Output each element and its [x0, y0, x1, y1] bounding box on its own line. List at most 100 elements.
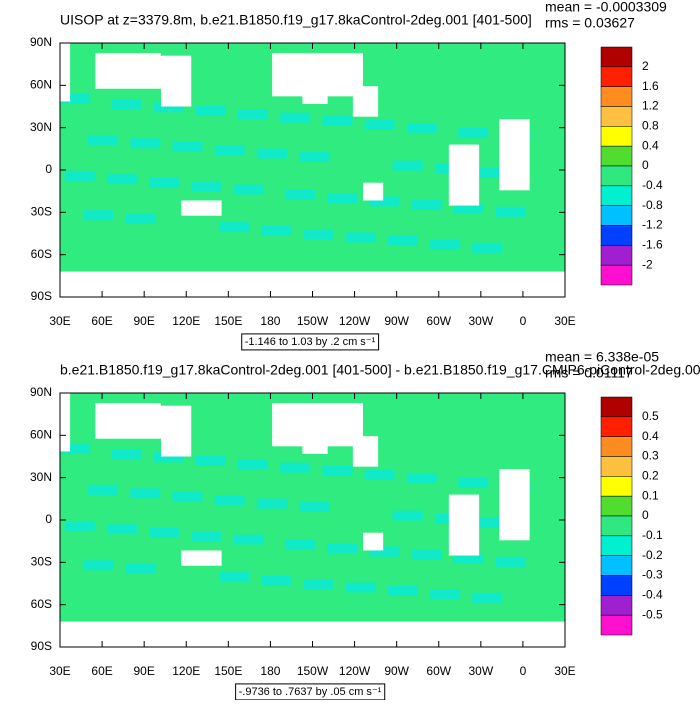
field-patch [458, 128, 489, 139]
land-mask [60, 393, 71, 452]
colorbar-box [600, 106, 633, 127]
field-patch [322, 466, 353, 477]
colorbar-label: -1.6 [642, 238, 663, 252]
colorbar-box [600, 86, 633, 107]
colorbar-box [600, 595, 633, 616]
colorbar-label: 0.3 [642, 449, 659, 463]
field-patch [369, 546, 400, 557]
lat-label: 30N [30, 470, 52, 484]
field-patch [411, 199, 442, 210]
field-patch [214, 145, 245, 156]
land-mask [448, 494, 480, 556]
field-patch [111, 98, 142, 109]
lon-label: 60E [91, 664, 112, 678]
field-patch [149, 527, 180, 538]
field-patch [345, 582, 376, 593]
field-patch [298, 152, 329, 163]
field-patch [411, 549, 442, 560]
field-patch [219, 222, 250, 233]
lon-label: 120W [339, 314, 371, 328]
colorbar-box [600, 205, 633, 226]
lon-label: 0 [520, 664, 527, 678]
colorbar-label: -0.8 [642, 198, 663, 212]
lon-label: 60E [91, 314, 112, 328]
lon-label: 120E [172, 664, 200, 678]
colorbar-label: 0.4 [642, 138, 659, 152]
mean: mean = -0.0003309 [545, 0, 667, 15]
mean: mean = 6.338e-05 [545, 349, 659, 365]
field-patch [60, 443, 90, 454]
colorbar-box [600, 66, 633, 87]
colorbar-label: -0.4 [642, 178, 663, 192]
field-patch [472, 242, 503, 253]
colorbar-label: 0.8 [642, 119, 659, 133]
field-patch [345, 232, 376, 243]
field-patch [406, 122, 437, 133]
field-patch [392, 160, 423, 171]
lat-label: 0 [45, 162, 52, 176]
lat-label: 90N [30, 35, 52, 49]
colorbar-label: 0.1 [642, 488, 659, 502]
field-patch [477, 167, 508, 178]
range-label: -1.146 to 1.03 by .2 cm s⁻¹ [245, 336, 376, 348]
field-patch [256, 498, 287, 509]
lon-label: 30E [49, 664, 70, 678]
field-patch [261, 225, 292, 236]
colorbar-label: 1.2 [642, 99, 659, 113]
colorbar-box [600, 575, 633, 596]
colorbar-label: 0.2 [642, 469, 659, 483]
land-mask [302, 73, 328, 104]
field-patch [88, 484, 119, 495]
field-patch [83, 210, 114, 221]
field-patch [153, 102, 184, 113]
field-patch [64, 520, 95, 531]
lon-label: 60W [426, 314, 451, 328]
lon-label: 30E [49, 314, 70, 328]
lat-label: 60N [30, 428, 52, 442]
colorbar-box [600, 495, 633, 517]
colorbar-box [600, 46, 633, 68]
colorbar-label: 0 [642, 158, 649, 172]
lon-label: 120W [339, 664, 371, 678]
lat-label: 30S [31, 555, 52, 569]
field-patch [387, 235, 418, 246]
colorbar-label: -1.2 [642, 218, 663, 232]
field-patch [172, 491, 203, 502]
lon-label: 150W [297, 664, 329, 678]
land-mask [363, 532, 384, 551]
lon-label: 60W [426, 664, 451, 678]
field-patch [364, 469, 395, 480]
colorbar-box [600, 555, 633, 576]
colorbar-label: 1.6 [642, 79, 659, 93]
lat-label: 90S [31, 289, 52, 303]
lon-label: 90E [133, 664, 154, 678]
colorbar-box [600, 145, 633, 167]
lon-label: 90W [384, 314, 409, 328]
field-patch [284, 539, 315, 550]
field-patch [233, 534, 264, 545]
colorbar-box [600, 456, 633, 477]
field-patch [387, 585, 418, 596]
field-patch [322, 116, 353, 127]
field-patch [219, 572, 250, 583]
land-mask [352, 436, 379, 467]
colorbar-box [600, 225, 633, 246]
land-mask [499, 469, 530, 541]
field-patch [149, 177, 180, 188]
field-patch [60, 93, 90, 104]
field-patch [280, 462, 311, 473]
colorbar-box [600, 436, 633, 457]
lat-label: 90S [31, 639, 52, 653]
field-patch [458, 478, 489, 489]
land-mask [60, 43, 71, 102]
colorbar-label: -2 [642, 257, 653, 271]
field-patch [64, 170, 95, 181]
lat-label: 90N [30, 385, 52, 399]
colorbar-box [600, 264, 633, 286]
field-patch [153, 452, 184, 463]
lon-label: 0 [520, 314, 527, 328]
colorbar-label: -0.5 [642, 607, 663, 621]
land-mask [161, 55, 192, 107]
field-patch [191, 181, 222, 192]
title: b.e21.B1850.f19_g17.8kaControl-2deg.001 … [60, 362, 700, 378]
